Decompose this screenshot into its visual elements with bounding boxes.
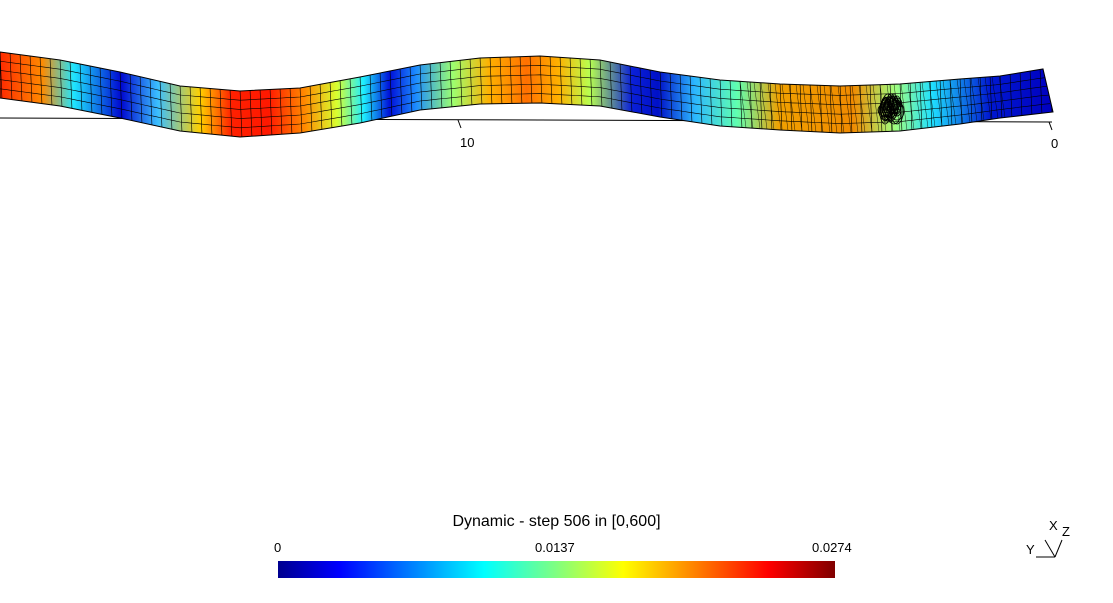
coordinate-triad: [1036, 539, 1063, 558]
axis-tick-0: [1048, 121, 1053, 131]
axis-tick-label-0: 0: [1051, 136, 1059, 151]
colorbar-mid-label: 0.0137: [535, 540, 575, 555]
triad-z-label: Z: [1062, 524, 1070, 539]
axis-tick-label-10: 10: [460, 135, 475, 150]
colorbar-min-label: 0: [274, 540, 282, 555]
triad-y-label: Y: [1026, 542, 1035, 557]
colorbar-title: Dynamic - step 506 in [0,600]: [452, 513, 661, 530]
deformed-beam-mesh: [0, 51, 1054, 138]
axis-tick-10: [457, 119, 462, 129]
colorbar: [278, 561, 835, 578]
triad-x-label: X: [1049, 518, 1058, 533]
colorbar-max-label: 0.0274: [812, 540, 852, 555]
